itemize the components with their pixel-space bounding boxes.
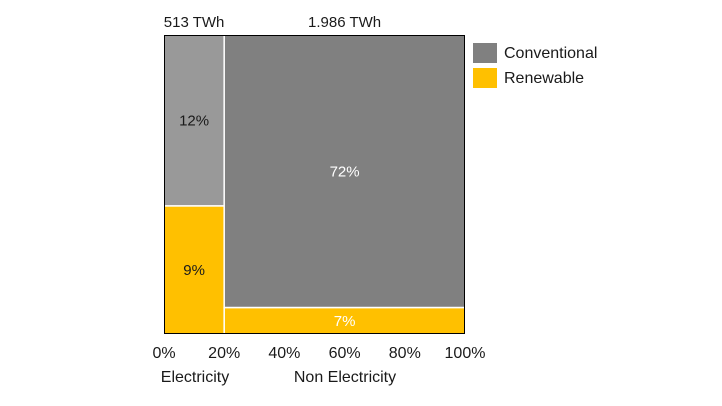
x-tick-label: 0% [152, 345, 175, 362]
segment-label-non-electricity-conventional: 72% [330, 163, 360, 180]
category-total-labels: 513 TWh 1.986 TWh [164, 14, 381, 31]
plot-border [164, 35, 465, 334]
legend-swatch-renewable [473, 68, 497, 88]
x-tick-label: 80% [389, 345, 421, 362]
segment-label-non-electricity-renewable: 7% [334, 313, 356, 330]
category-label-electricity: Electricity [161, 369, 229, 386]
category-labels: Electricity Non Electricity [161, 369, 396, 386]
chart-segments [163, 34, 466, 335]
segment-label-electricity-conventional: 12% [179, 112, 209, 129]
x-axis-ticks: 0% 20% 40% 60% 80% 100% [152, 345, 485, 362]
segment-labels: 9% 12% 7% 72% [179, 112, 360, 329]
legend: Conventional Renewable [473, 43, 597, 88]
total-label-electricity: 513 TWh [164, 14, 225, 31]
total-label-non-electricity: 1.986 TWh [308, 14, 381, 31]
segment-electricity-renewable [163, 205, 225, 335]
x-tick-label: 60% [329, 345, 361, 362]
x-tick-label: 100% [445, 345, 486, 362]
segment-electricity-conventional [163, 34, 225, 207]
legend-label-conventional: Conventional [504, 45, 597, 62]
legend-label-renewable: Renewable [504, 70, 584, 87]
legend-swatch-conventional [473, 43, 497, 63]
x-tick-label: 40% [268, 345, 300, 362]
segment-label-electricity-renewable: 9% [183, 262, 205, 279]
category-label-non-electricity: Non Electricity [294, 369, 396, 386]
x-tick-label: 20% [208, 345, 240, 362]
segment-non-electricity-conventional [223, 34, 466, 309]
